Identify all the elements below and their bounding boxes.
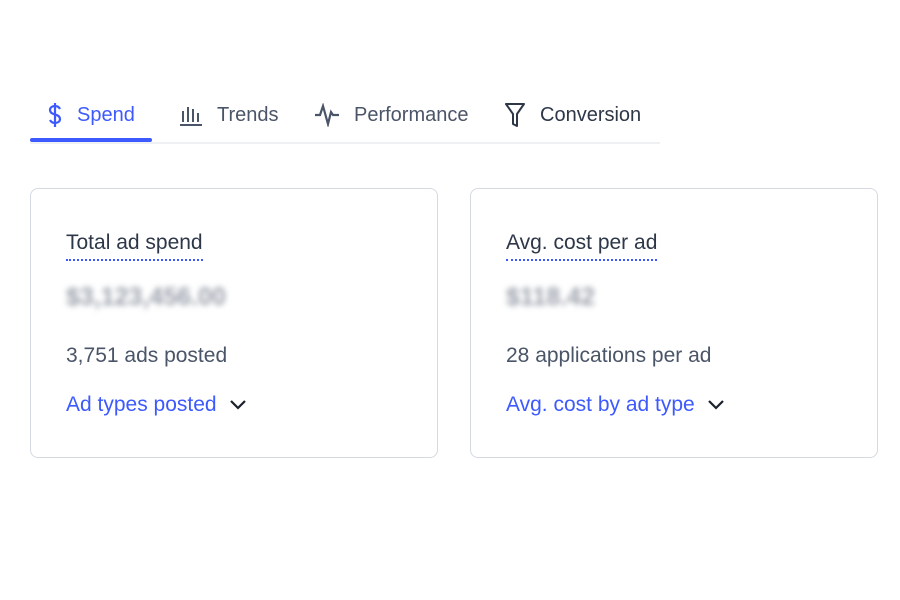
total-ad-spend-card: Total ad spend $3,123,456.00 3,751 ads p…	[30, 188, 438, 458]
funnel-icon	[505, 103, 525, 127]
card-value: $118.42	[506, 283, 595, 311]
link-label: Avg. cost by ad type	[506, 393, 695, 416]
tab-bar: Spend Trends Performance Conversion	[30, 90, 660, 144]
dollar-icon	[48, 103, 62, 127]
chevron-down-icon	[229, 400, 246, 410]
bar-chart-icon	[180, 107, 202, 126]
tab-label: Spend	[77, 103, 135, 126]
card-title[interactable]: Total ad spend	[66, 231, 203, 261]
tab-spend[interactable]: Spend	[30, 90, 152, 142]
pulse-icon	[315, 103, 339, 127]
card-title[interactable]: Avg. cost per ad	[506, 231, 658, 261]
tab-label: Conversion	[540, 103, 642, 126]
card-subtext: 28 applications per ad	[506, 344, 712, 367]
card-value: $3,123,456.00	[66, 283, 226, 311]
avg-cost-per-ad-card: Avg. cost per ad $118.42 28 applications…	[470, 188, 878, 458]
tab-conversion[interactable]: Conversion	[504, 90, 641, 140]
ad-types-posted-dropdown[interactable]: Ad types posted	[66, 393, 247, 417]
link-label: Ad types posted	[66, 393, 217, 416]
tab-trends[interactable]: Trends	[179, 90, 279, 140]
tab-performance[interactable]: Performance	[314, 90, 469, 140]
tab-label: Performance	[354, 103, 469, 126]
chevron-down-icon	[707, 400, 724, 410]
tab-label: Trends	[217, 103, 279, 126]
card-subtext: 3,751 ads posted	[66, 344, 228, 367]
avg-cost-by-ad-type-dropdown[interactable]: Avg. cost by ad type	[506, 393, 725, 417]
